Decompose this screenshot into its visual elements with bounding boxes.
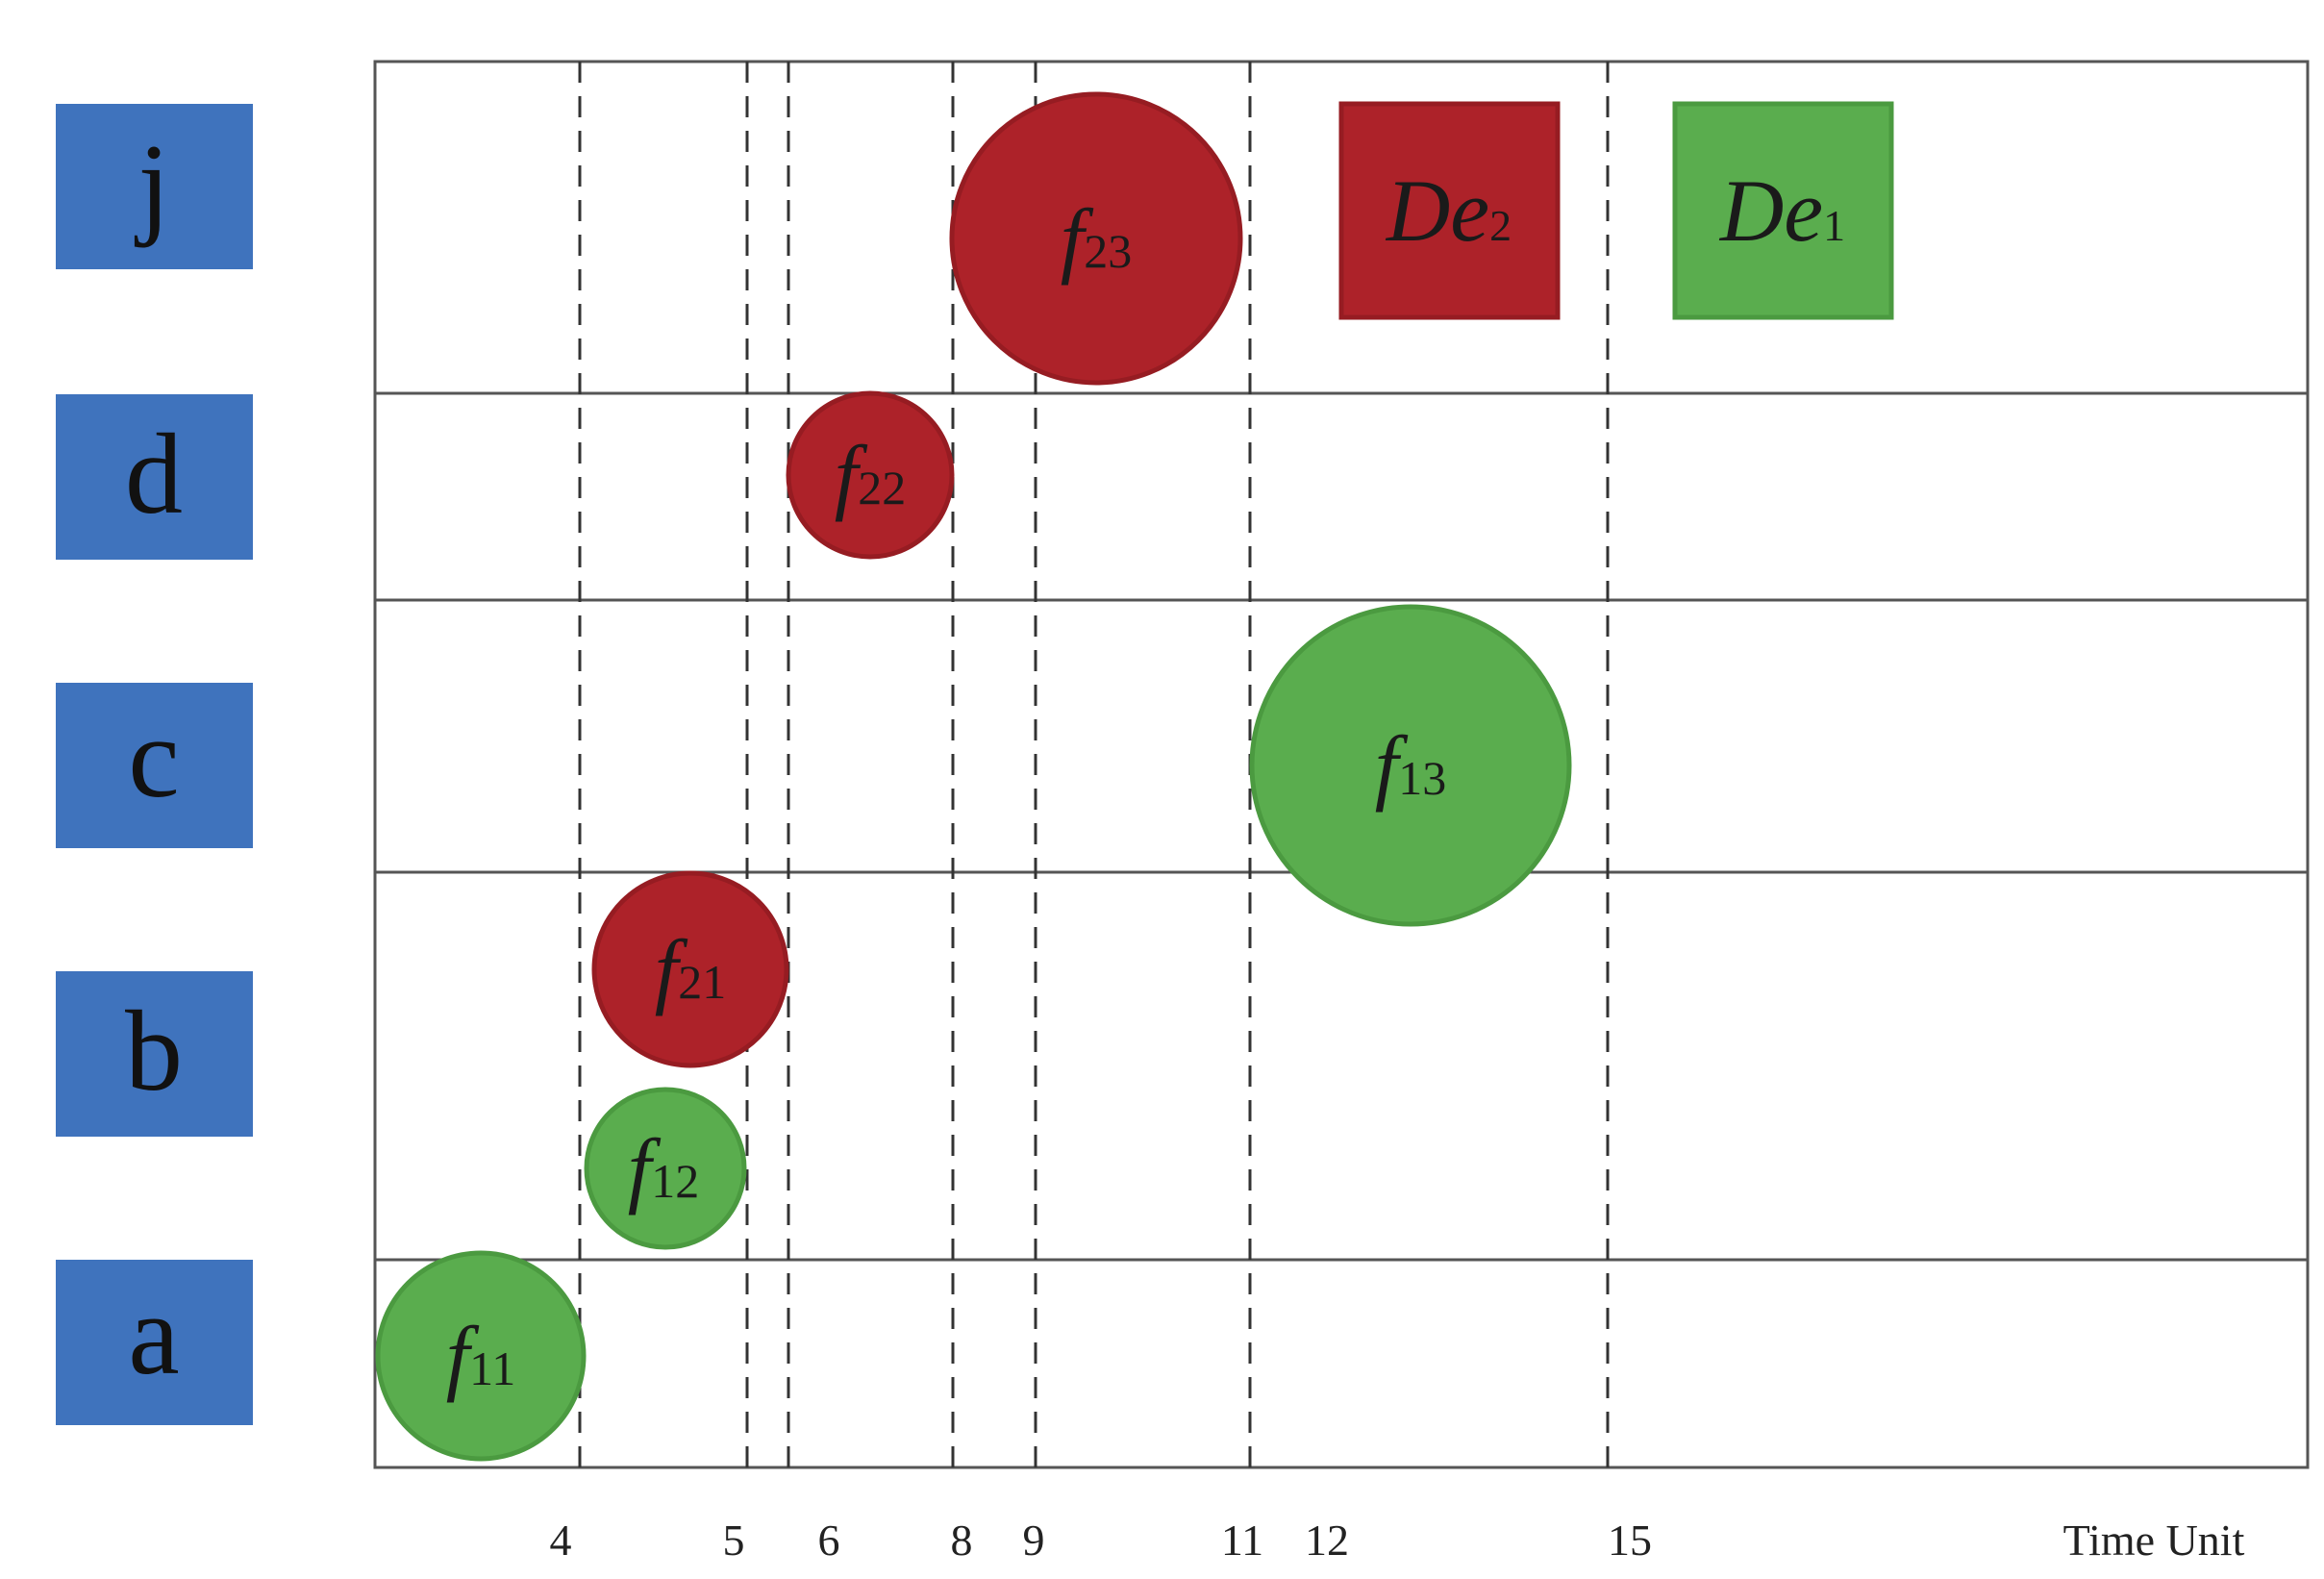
- destination-de1-label: De1: [1718, 162, 1845, 260]
- row-label-a: a: [56, 1260, 253, 1425]
- flow-f23-circle: [949, 91, 1243, 386]
- flow-f21-sub: 21: [678, 955, 726, 1009]
- row-label-d: d: [56, 394, 253, 560]
- destination-de1-box: [1672, 101, 1894, 320]
- destinations: De2 De1: [1338, 101, 1894, 320]
- row-label-box: [56, 104, 253, 269]
- flow-f12: f12: [584, 1087, 747, 1250]
- tick-label-15: 15: [1608, 1516, 1652, 1565]
- tick-label-6: 6: [818, 1516, 840, 1565]
- flow-f23-sub: 23: [1084, 224, 1132, 278]
- row-label-j: j: [56, 104, 253, 269]
- row-label-box: [56, 394, 253, 560]
- flow-f22-sub: 22: [858, 461, 906, 514]
- tick-label-12: 12: [1305, 1516, 1349, 1565]
- flow-f13-sub: 13: [1398, 751, 1446, 805]
- flow-f13: f13: [1249, 604, 1572, 927]
- flow-f11-sub: 11: [469, 1341, 515, 1395]
- flow-f12-sub: 12: [651, 1154, 699, 1208]
- flow-f11: f11: [375, 1250, 587, 1462]
- flow-f23: f23: [949, 91, 1243, 386]
- tick-label-4: 4: [550, 1516, 572, 1565]
- destination-de1-sub: 1: [1823, 201, 1845, 250]
- destination-de1: De1: [1672, 101, 1894, 320]
- row-label-box: [56, 971, 253, 1137]
- row-label-c: c: [56, 683, 253, 848]
- destination-de2-box: [1338, 101, 1561, 320]
- time-axis: 4 5 6 8 9 11 12 15 Time Unit: [550, 1516, 2245, 1565]
- flows: f11 f12 f21 f13 f22 f23: [375, 91, 1572, 1462]
- row-labels: j d c b a: [56, 104, 253, 1425]
- row-label-text: c: [128, 693, 179, 821]
- row-label-b: b: [56, 971, 253, 1137]
- destination-de2: De2: [1338, 101, 1561, 320]
- tick-label-11: 11: [1221, 1516, 1263, 1565]
- row-label-text: j: [134, 120, 169, 248]
- destination-de2-name: De: [1385, 162, 1489, 260]
- flow-f21-circle: [591, 870, 789, 1068]
- tick-label-5: 5: [723, 1516, 745, 1565]
- tick-label-9: 9: [1023, 1516, 1045, 1565]
- flow-f13-circle: [1249, 604, 1572, 927]
- time-axis-title: Time Unit: [2063, 1516, 2245, 1565]
- flow-f11-circle: [375, 1250, 587, 1462]
- flow-f22: f22: [786, 390, 955, 560]
- flow-f22-circle: [786, 390, 955, 560]
- destination-de1-name: De: [1718, 162, 1823, 260]
- row-label-box: [56, 1260, 253, 1425]
- plot-frame: [373, 60, 2310, 1469]
- row-label-text: a: [128, 1270, 179, 1398]
- row-label-text: d: [125, 410, 183, 538]
- flow-f21: f21: [591, 870, 789, 1068]
- row-label-box: [56, 683, 253, 848]
- row-label-text: b: [125, 987, 183, 1115]
- destination-de2-label: De2: [1385, 162, 1512, 260]
- flow-f12-label: f12: [628, 1123, 699, 1216]
- flow-f12-circle: [584, 1087, 747, 1250]
- tick-label-8: 8: [951, 1516, 973, 1565]
- destination-de2-sub: 2: [1489, 201, 1512, 250]
